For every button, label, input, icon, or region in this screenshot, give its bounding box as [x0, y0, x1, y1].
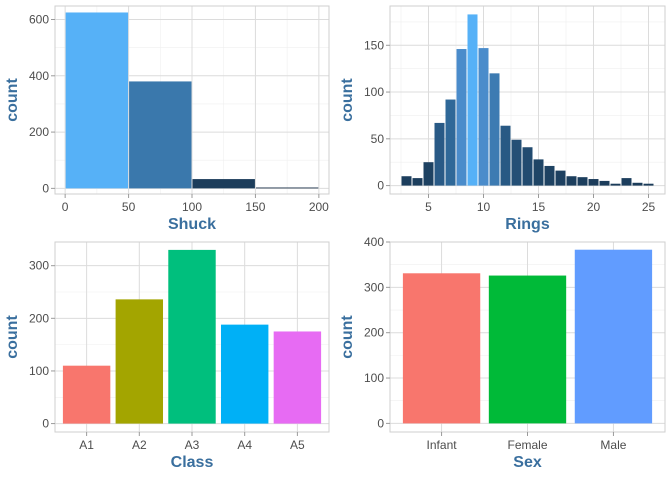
x-axis-title: Sex: [513, 454, 542, 471]
y-tick-label: 400: [364, 235, 384, 249]
histogram-bar: [192, 179, 255, 189]
histogram-bar: [533, 159, 544, 186]
y-tick-label: 0: [42, 181, 49, 195]
panel-shuck: 0 200 400 600 0 50 100 150 200 Shuck count: [4, 5, 330, 233]
x-tick-label: A4: [237, 438, 252, 452]
y-tick-label: 400: [29, 69, 49, 83]
histogram-bar: [401, 176, 412, 186]
y-axis-title: count: [4, 78, 21, 122]
histogram-bar: [489, 73, 500, 186]
bar-infant: [402, 273, 481, 424]
bar-a4: [220, 324, 269, 424]
bar-male: [574, 249, 653, 424]
histogram-bar: [423, 162, 434, 186]
x-tick-label: 0: [62, 200, 69, 214]
x-tick-label: A5: [290, 438, 305, 452]
histogram-bar: [434, 122, 445, 186]
histogram-bar: [621, 178, 632, 186]
histogram-bar: [610, 183, 621, 186]
histogram-bar: [500, 125, 511, 186]
histogram-bar: [588, 179, 599, 186]
x-tick-label: 100: [182, 200, 202, 214]
histogram-bar: [511, 139, 522, 186]
bar-a3: [168, 249, 216, 424]
histogram-bar: [632, 182, 643, 186]
bar-a2: [115, 299, 164, 424]
panel-sex: 0 100 200 300 400 Infant Female Male Sex count: [339, 235, 666, 471]
histogram-bar: [255, 187, 319, 189]
y-axis-title: count: [339, 78, 356, 122]
histogram-bar: [129, 81, 192, 189]
x-tick-label: A1: [79, 438, 94, 452]
histogram-bar: [456, 49, 467, 186]
x-tick-label: 25: [642, 200, 656, 214]
histogram-bar: [555, 170, 566, 186]
histogram-bar: [445, 99, 456, 186]
x-tick-label: 10: [477, 200, 491, 214]
y-tick-label: 0: [377, 179, 384, 193]
histogram-bar: [599, 180, 610, 186]
x-tick-label: Female: [507, 438, 547, 452]
histogram-bar: [412, 178, 423, 186]
y-tick-label: 50: [371, 132, 385, 146]
y-tick-label: 200: [364, 326, 384, 340]
plot-frame: [389, 5, 666, 195]
histogram-bar: [577, 177, 588, 186]
y-tick-label: 300: [29, 259, 49, 273]
x-tick-label: 5: [425, 200, 432, 214]
y-tick-label: 100: [29, 364, 49, 378]
y-tick-label: 0: [42, 417, 49, 431]
y-tick-label: 200: [29, 311, 49, 325]
x-tick-label: 20: [587, 200, 601, 214]
histogram-bar: [544, 165, 555, 186]
histogram-bar: [478, 48, 489, 186]
histogram-bar: [643, 183, 654, 186]
x-tick-label: Infant: [427, 438, 458, 452]
x-tick-label: A2: [132, 438, 147, 452]
histogram-bar: [566, 176, 577, 186]
y-axis-title: count: [4, 315, 21, 359]
bar-a5: [273, 331, 322, 424]
x-tick-label: 50: [122, 200, 136, 214]
x-axis-title: Rings: [505, 216, 550, 233]
panel-rings: 0 50 100 150 5 10 15 20 25 Rings count: [339, 5, 666, 233]
y-tick-label: 100: [364, 371, 384, 385]
y-tick-label: 300: [364, 280, 384, 294]
x-tick-label: 150: [245, 200, 265, 214]
y-tick-label: 600: [29, 13, 49, 27]
x-axis-title: Class: [171, 454, 214, 471]
y-axis-title: count: [339, 315, 356, 359]
y-tick-label: 150: [364, 38, 384, 52]
y-tick-label: 200: [29, 125, 49, 139]
histogram-bar: [467, 14, 478, 186]
y-tick-label: 100: [364, 85, 384, 99]
bar-female: [488, 275, 567, 424]
panel-class: 0 100 200 300 A1 A2 A3 A4 A5 Class count: [4, 241, 330, 471]
histogram-bar: [522, 147, 533, 186]
x-tick-label: A3: [185, 438, 200, 452]
y-tick-label: 0: [377, 416, 384, 430]
x-tick-label: 15: [532, 200, 546, 214]
x-tick-label: 200: [309, 200, 329, 214]
histogram-bar: [65, 12, 129, 189]
bar-a1: [62, 365, 111, 424]
x-axis-title: Shuck: [168, 216, 216, 233]
x-tick-label: Male: [600, 438, 626, 452]
